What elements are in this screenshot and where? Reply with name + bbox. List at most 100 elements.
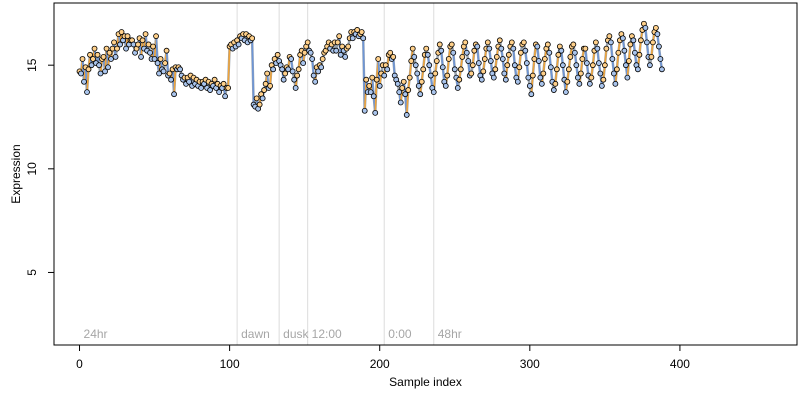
data-point xyxy=(534,43,541,50)
data-point xyxy=(538,80,545,87)
data-point xyxy=(186,78,192,85)
data-point xyxy=(433,58,440,64)
data-point xyxy=(142,31,149,37)
data-point xyxy=(157,56,164,62)
data-point xyxy=(465,58,472,64)
x-axis-title: Sample index xyxy=(389,375,462,389)
data-point xyxy=(315,68,322,75)
data-point xyxy=(463,49,470,56)
data-point xyxy=(160,68,167,75)
data-point xyxy=(523,60,530,67)
data-point xyxy=(555,51,562,58)
y-axis-title: Expression xyxy=(9,144,23,203)
data-point xyxy=(606,33,613,40)
data-point xyxy=(333,47,340,54)
data-point xyxy=(480,68,487,75)
data-point xyxy=(396,89,403,96)
data-point xyxy=(319,56,326,62)
data-point xyxy=(454,85,461,91)
data-point xyxy=(457,66,464,73)
data-point xyxy=(573,62,580,69)
trace-segment xyxy=(362,38,366,111)
data-point xyxy=(535,58,542,64)
data-point xyxy=(87,51,93,58)
data-point xyxy=(481,56,488,62)
data-point xyxy=(550,87,557,93)
data-point xyxy=(163,47,170,54)
series-line xyxy=(78,22,664,117)
data-point xyxy=(334,39,341,46)
data-point xyxy=(225,85,232,91)
data-point xyxy=(409,45,416,52)
data-point xyxy=(387,49,394,56)
data-point xyxy=(417,91,424,98)
data-point xyxy=(582,45,589,52)
data-point xyxy=(289,68,296,75)
phase-label: dusk xyxy=(283,327,309,341)
data-point xyxy=(528,91,535,98)
data-point xyxy=(505,51,512,58)
data-point xyxy=(648,53,655,60)
data-point xyxy=(436,41,443,48)
data-point xyxy=(501,70,508,77)
data-point xyxy=(151,56,158,62)
data-point xyxy=(154,60,161,67)
data-point xyxy=(349,35,356,42)
data-point xyxy=(625,58,632,64)
data-point xyxy=(102,68,108,75)
data-point xyxy=(426,62,433,69)
data-point xyxy=(595,60,602,67)
data-point xyxy=(220,80,227,87)
data-point xyxy=(118,29,125,35)
y-tick-label: 10 xyxy=(25,162,39,176)
data-point xyxy=(399,85,406,91)
data-point xyxy=(381,72,388,79)
data-point xyxy=(309,56,316,62)
data-point xyxy=(486,45,493,52)
phase-label: 24hr xyxy=(84,327,108,341)
data-point xyxy=(541,56,548,62)
data-point xyxy=(294,72,301,79)
data-point xyxy=(510,45,517,52)
data-point xyxy=(574,74,581,81)
data-point xyxy=(138,53,144,60)
data-point xyxy=(406,74,413,81)
data-point xyxy=(96,62,102,69)
data-point xyxy=(570,41,577,48)
data-point xyxy=(567,53,574,60)
data-point xyxy=(91,45,98,52)
data-point xyxy=(84,89,90,96)
data-point xyxy=(475,60,482,67)
data-point xyxy=(415,83,422,89)
y-axis: 5 10 15 xyxy=(25,58,55,276)
data-point xyxy=(496,37,503,44)
trace-segment xyxy=(371,77,375,97)
data-point xyxy=(342,53,349,60)
data-point xyxy=(139,37,146,44)
data-point xyxy=(310,72,317,79)
data-point xyxy=(508,39,515,46)
data-point xyxy=(171,91,177,98)
x-tick-label: 100 xyxy=(220,357,240,371)
data-point xyxy=(656,43,662,50)
phase-label: dawn xyxy=(241,327,270,341)
data-point xyxy=(478,76,485,83)
data-point xyxy=(613,66,620,73)
data-point xyxy=(147,49,153,56)
data-point xyxy=(177,66,183,73)
data-point xyxy=(498,45,505,52)
x-tick-label: 300 xyxy=(520,357,540,371)
data-point xyxy=(304,39,311,46)
data-point xyxy=(492,66,499,73)
data-point xyxy=(162,60,168,67)
y-tick-label: 5 xyxy=(25,269,39,276)
data-point xyxy=(420,66,427,73)
data-point xyxy=(653,24,659,31)
data-point xyxy=(376,83,383,89)
x-axis: 0 100 200 300 400 xyxy=(76,344,690,371)
data-point xyxy=(414,70,421,77)
data-point xyxy=(504,62,511,69)
data-point xyxy=(360,35,367,42)
data-point xyxy=(405,87,412,93)
